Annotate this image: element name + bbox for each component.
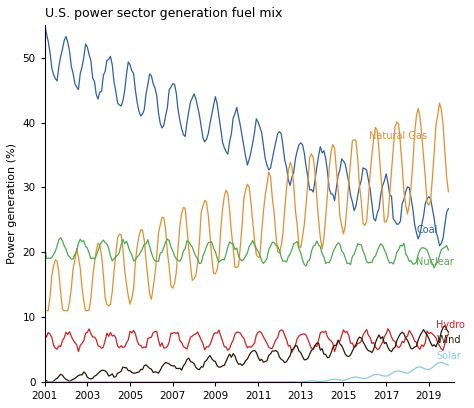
Text: U.S. power sector generation fuel mix: U.S. power sector generation fuel mix — [45, 7, 282, 20]
Text: Coal: Coal — [416, 224, 438, 235]
Y-axis label: Power generation (%): Power generation (%) — [7, 143, 17, 264]
Text: Hydro: Hydro — [436, 320, 465, 330]
Text: Wind: Wind — [436, 335, 461, 345]
Text: Natural Gas: Natural Gas — [369, 131, 427, 140]
Text: Solar: Solar — [436, 351, 461, 361]
Text: Nuclear: Nuclear — [416, 257, 454, 267]
